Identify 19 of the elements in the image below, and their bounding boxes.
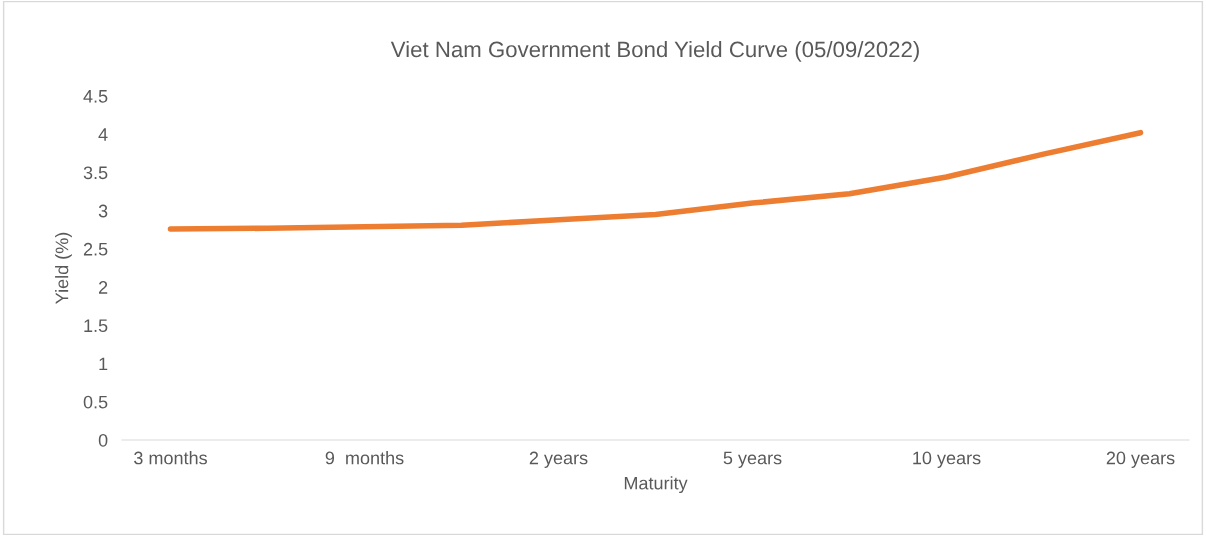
x-tick-label: 20 years bbox=[1106, 451, 1175, 468]
x-tick-label: 5 years bbox=[723, 451, 782, 468]
y-tick-label: 1 bbox=[99, 357, 108, 371]
y-tick-label: 2 bbox=[98, 281, 108, 294]
y-tick-label: 3.5 bbox=[83, 166, 108, 180]
chart-title: Viet Nam Government Bond Yield Curve (05/09/2022) bbox=[390, 41, 919, 62]
y-tick-label: 1.5 bbox=[84, 319, 108, 333]
x-tick-label: 9 months bbox=[325, 451, 404, 465]
y-tick-label: 0 bbox=[98, 433, 108, 447]
y-tick-label: 3 bbox=[98, 204, 108, 218]
y-tick-label: 2.5 bbox=[83, 242, 108, 256]
y-axis-title: Yield (%) bbox=[55, 232, 72, 304]
x-tick-label: 2 years bbox=[529, 451, 588, 468]
x-tick-label: 3 months bbox=[134, 451, 207, 465]
x-tick-label: 10 years bbox=[913, 451, 981, 468]
y-tick-label: 4 bbox=[98, 128, 108, 141]
x-axis-title: Maturity bbox=[624, 476, 688, 494]
y-tick-label: 0.5 bbox=[83, 395, 108, 409]
y-tick-label: 4.5 bbox=[83, 90, 108, 103]
